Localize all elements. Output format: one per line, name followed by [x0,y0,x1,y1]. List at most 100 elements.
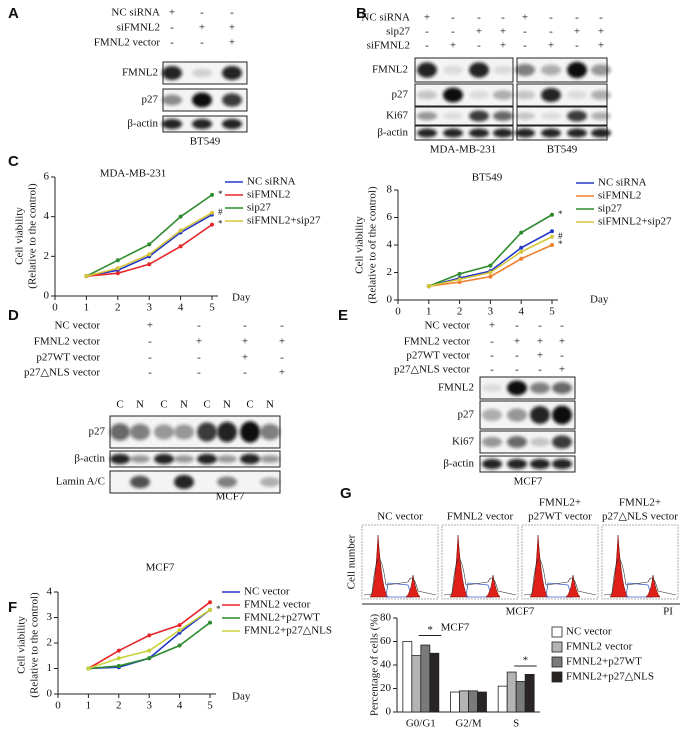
condition-sign: - [549,12,553,24]
y-tick-label: 0 [47,688,53,700]
legend-label: siFMNL2 [598,190,641,202]
s-phase [385,582,413,598]
condition-sign: - [515,350,519,362]
x-axis-label: Day [232,691,251,703]
x-tick-label: 2 [116,700,122,712]
y-tick-label: 3 [47,611,53,623]
band [482,458,502,470]
band [217,476,237,488]
band [515,112,535,120]
g1-peak [529,534,549,598]
point [147,252,152,257]
cell-line-label: MCF7 [514,476,543,488]
condition-sign: + [279,336,285,348]
bar [468,690,478,713]
bar [429,652,440,713]
y-axis-label: (Relative to of the control) [367,186,379,304]
y-tick-label: 6 [44,171,50,183]
point [177,628,182,633]
histogram-title: p27WT vector [528,511,592,523]
point [457,277,462,282]
condition-sign: - [170,37,174,49]
lane-label: C [246,399,253,411]
bar [477,691,487,713]
band-label: p27 [392,89,409,101]
panel-letter: D [8,307,19,324]
legend-label: siFMNL2+sip27 [598,216,672,228]
band [530,406,550,424]
legend-label: FMNL2 vector [244,599,311,611]
condition-sign: - [515,364,519,376]
point [177,643,182,648]
band [240,421,260,443]
band [162,65,182,81]
condition-sign: + [169,7,175,19]
cell-line-label: MCF7 [506,606,535,618]
x-tick-label: S [513,718,519,730]
x-tick-label: 1 [426,306,432,318]
condition-sign: + [559,364,565,376]
point [177,623,182,628]
band [260,423,280,441]
band [552,405,572,425]
legend-swatch [551,656,563,668]
y-tick-label: 8 [387,184,393,196]
bar [497,685,508,713]
x-tick-label: 0 [55,700,61,712]
condition-label: NC vector [424,320,470,332]
legend-label: sip27 [598,203,622,215]
y-tick-label: 6 [387,211,393,223]
panel-letter: E [338,307,348,324]
band [591,90,611,100]
condition-sign: + [229,22,235,34]
condition-sign: + [476,26,482,38]
legend-label: siFMNL2+sip27 [247,215,321,227]
band [417,128,437,138]
band [591,128,611,138]
annotation: * [218,219,223,229]
condition-sign: - [280,320,284,332]
point [210,192,214,197]
band [567,110,587,122]
condition-label: FMNL2 vector [34,336,101,348]
legend-label: sip27 [247,202,271,214]
condition-label: p27WT vector [36,352,100,364]
band [507,380,527,396]
band [162,94,182,106]
y-axis-label: Cell viability [14,207,26,265]
annotation: * [216,604,221,614]
y-tick-label: 4 [44,210,50,222]
band [222,93,242,107]
histogram-title: FMNL2+ [539,497,581,509]
bar [450,691,460,713]
legend-label: FMNL2+p27△NLS [244,625,332,637]
y-tick-label: 2 [47,637,53,649]
x-tick-label: 3 [146,302,152,314]
band [507,458,527,470]
x-tick-label: G2/M [455,718,482,730]
band-label: p27 [142,94,159,106]
condition-sign: - [200,7,204,19]
condition-label: sip27 [386,26,410,38]
chart-title: MCF7 [146,562,175,574]
blot-box [479,376,576,400]
annotation: * [523,655,529,667]
x-axis-label: Day [590,294,609,306]
x-tick-label: 4 [518,306,524,318]
y-tick-label: 4 [47,586,53,598]
x-tick-label: 1 [84,302,90,314]
condition-sign: - [599,12,603,24]
bar [524,674,535,713]
panel-letter: C [8,153,19,170]
legend-label: FMNL2+p27WT [566,656,642,668]
g2-peak [565,574,581,598]
condition-sign: - [451,12,455,24]
band [110,423,130,441]
condition-sign: - [243,320,247,332]
point [457,271,462,276]
band [507,408,527,422]
annotation: * [558,209,563,219]
legend-swatch [551,671,563,683]
legend-swatch [551,641,563,653]
condition-sign: - [490,336,494,348]
